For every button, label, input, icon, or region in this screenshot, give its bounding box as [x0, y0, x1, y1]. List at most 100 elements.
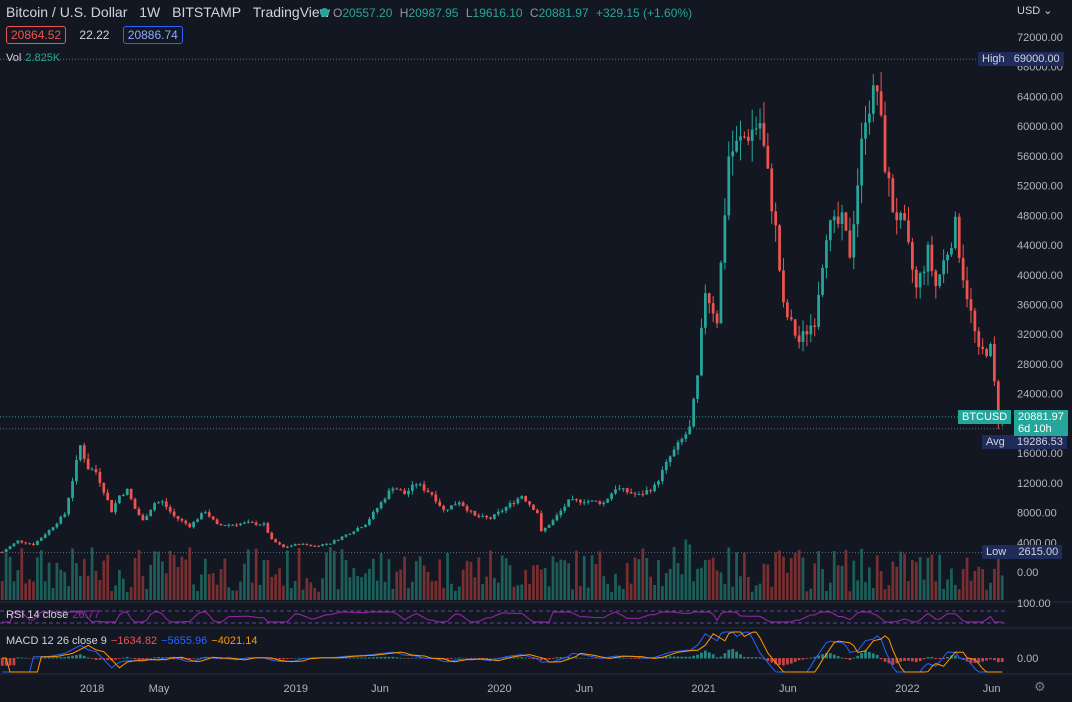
candle-body	[536, 509, 539, 514]
macd-hist-bar	[895, 658, 899, 664]
candle-body	[102, 483, 106, 493]
macd-hist-bar	[0, 658, 4, 666]
candle-body	[618, 488, 621, 490]
macd-hist-bar	[399, 657, 403, 659]
macd-hist-bar	[282, 658, 285, 660]
candle-body	[465, 506, 469, 511]
macd-hist-bar	[504, 657, 508, 659]
volume-bar	[450, 583, 453, 600]
volume-bar	[258, 584, 262, 600]
macd-legend[interactable]: MACD 12 26 close 9 −1634.82 −5655.96 −4021.…	[6, 635, 257, 647]
volume-bar	[485, 576, 488, 600]
low-label: L	[465, 6, 473, 20]
spread-value: 22.22	[79, 28, 110, 42]
volume-bar	[520, 584, 524, 600]
volume-bar	[711, 557, 715, 600]
ask-price-button[interactable]: 20886.74	[122, 26, 183, 44]
candle-body	[868, 113, 871, 123]
volume-bar	[821, 569, 824, 600]
candle-body	[793, 319, 797, 336]
candle-body	[12, 543, 16, 547]
settings-gear-icon[interactable]: ⚙	[1034, 679, 1046, 694]
volume-bar	[606, 583, 610, 600]
macd-hist-bar	[578, 657, 582, 659]
volume-bar	[137, 550, 141, 600]
macd-hist-bar	[828, 653, 832, 659]
candle-body	[39, 537, 43, 541]
macd-hist-bar	[59, 657, 63, 659]
candle-body	[879, 91, 883, 116]
volume-bar	[539, 569, 543, 600]
bid-price-button[interactable]: 20864.52	[6, 26, 67, 44]
volume-bar	[621, 588, 625, 600]
candle-body	[953, 216, 957, 248]
volume-bar	[680, 574, 684, 600]
volume-bar	[223, 558, 227, 600]
macd-hist-bar	[801, 658, 805, 660]
volume-bar	[67, 586, 71, 600]
macd-hist-bar	[469, 658, 473, 659]
candle-body	[934, 270, 938, 286]
macd-hist-bar	[813, 656, 817, 659]
candle-body	[914, 269, 918, 288]
candle-body	[774, 211, 778, 226]
macd-hist-bar	[368, 657, 371, 659]
macd-hist-bar	[891, 658, 895, 665]
macd-hist-bar	[348, 657, 352, 659]
volume-value: 2.825K	[25, 52, 61, 64]
macd-hist-bar	[235, 657, 238, 659]
y-tick-label: 72000.00	[1017, 32, 1063, 44]
macd-hist-bar	[875, 654, 879, 659]
volume-bar	[961, 568, 965, 600]
macd-hist-bar	[739, 654, 742, 659]
candle-body	[977, 331, 981, 347]
volume-bar	[719, 572, 723, 600]
candle-body	[168, 507, 172, 512]
volume-bar	[754, 585, 758, 600]
volume-bar	[383, 581, 387, 600]
interval-label[interactable]: 1W	[139, 4, 161, 20]
volume-bar	[164, 573, 168, 600]
macd-hist-bar	[121, 657, 125, 659]
macd-hist-bar	[118, 658, 121, 659]
volume-bar	[32, 581, 35, 600]
volume-bar	[770, 586, 774, 600]
volume-bar	[176, 567, 180, 600]
candle-body	[950, 247, 953, 255]
volume-bar	[106, 554, 110, 600]
macd-hist-bar	[567, 656, 570, 659]
macd-hist-bar	[485, 658, 488, 659]
macd-hist-bar	[129, 657, 133, 659]
macd-hist-bar	[840, 657, 844, 659]
volume-bar	[836, 565, 840, 600]
macd-signal-value: −5655.96	[161, 635, 208, 647]
macd-hist-bar	[516, 657, 520, 659]
volume-legend[interactable]: Vol 2.825K	[6, 52, 60, 64]
macd-hist-bar	[465, 658, 469, 659]
macd-hist-bar	[24, 657, 28, 659]
macd-hist-bar	[493, 657, 496, 659]
volume-bar	[871, 588, 875, 600]
macd-hist-bar	[395, 657, 399, 659]
macd-hist-bar	[692, 655, 695, 659]
candle-body	[98, 471, 102, 484]
candle-body	[762, 123, 766, 146]
symbol-name[interactable]: Bitcoin / U.S. Dollar	[6, 4, 128, 20]
candle-body	[645, 490, 649, 495]
volume-bar	[575, 550, 578, 600]
volume-bar	[668, 568, 672, 600]
volume-bar	[844, 549, 848, 600]
candle-body	[24, 542, 28, 544]
rsi-legend[interactable]: RSI 14 close 26.77	[6, 609, 100, 621]
candle-body	[832, 216, 836, 221]
macd-hist-bar	[133, 658, 137, 660]
volume-bar	[875, 555, 879, 600]
currency-selector[interactable]: USD ⌄	[1017, 4, 1053, 17]
candle-body	[368, 519, 371, 525]
macd-hist-bar	[989, 658, 992, 660]
volume-bar	[641, 548, 645, 600]
macd-hist-bar	[797, 658, 801, 661]
volume-bar	[289, 588, 293, 600]
candle-body	[731, 151, 735, 157]
